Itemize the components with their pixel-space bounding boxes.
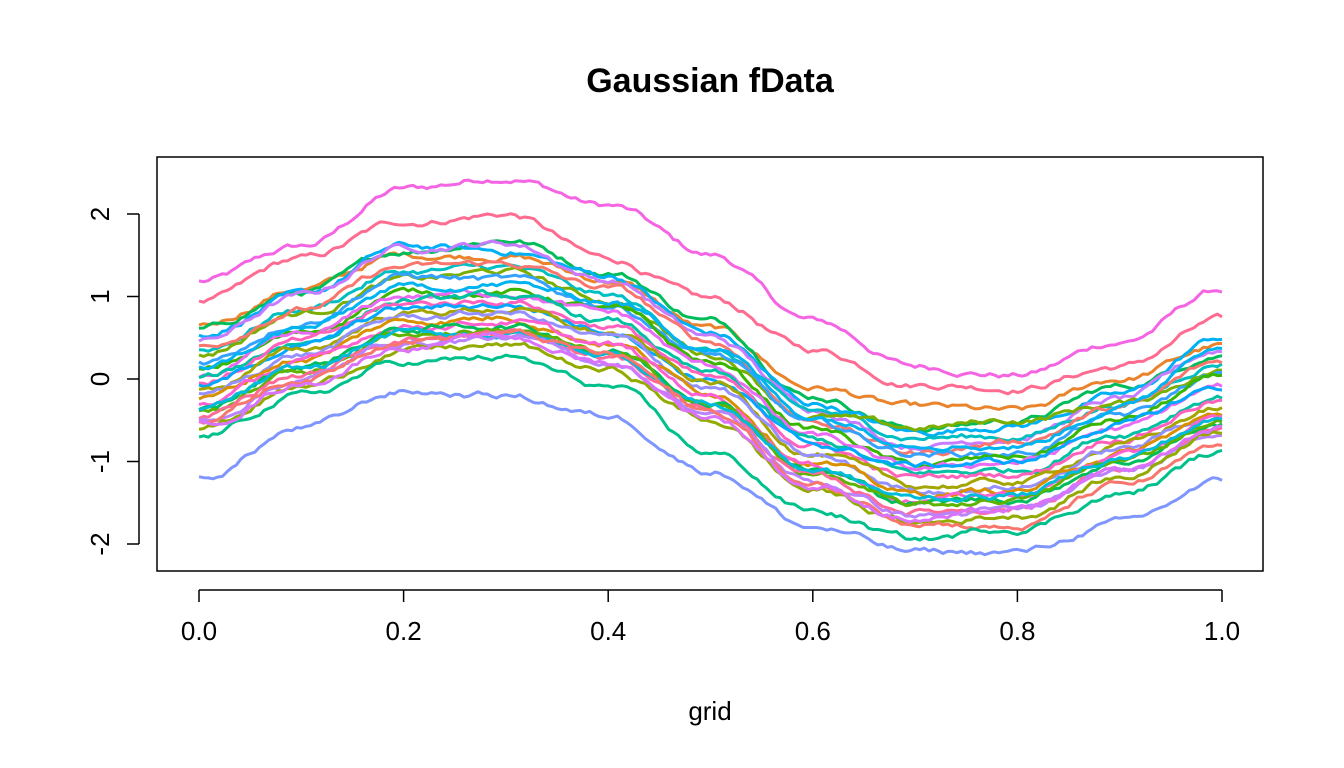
series-layer <box>198 178 1223 557</box>
y-tick-label-4: 2 <box>85 207 115 221</box>
series-line-10 <box>198 272 1223 459</box>
series-line-23 <box>198 326 1223 503</box>
y-tick-label-2: 0 <box>85 372 115 386</box>
series-line-1 <box>198 178 1223 379</box>
series-line-15 <box>198 302 1223 469</box>
series-line-14 <box>198 299 1223 480</box>
chart-title: Gaussian fData <box>586 62 835 100</box>
x-tick-label-2: 0.4 <box>590 616 626 646</box>
y-axis: -2 -1 0 1 2 <box>85 207 140 556</box>
x-tick-label-0: 0.0 <box>181 616 217 646</box>
series-line-2 <box>198 212 1223 396</box>
series-line-6 <box>198 239 1223 453</box>
series-line-26 <box>198 328 1223 532</box>
plot-frame <box>156 156 1264 572</box>
series-line-25 <box>198 341 1223 526</box>
series-line-9 <box>198 259 1223 457</box>
y-tick-label-3: 1 <box>85 289 115 303</box>
x-axis-label: grid <box>688 696 731 726</box>
x-tick-label-4: 0.8 <box>999 616 1035 646</box>
series-line-29 <box>198 389 1223 557</box>
series-line-30 <box>198 280 1223 453</box>
x-tick-label-3: 0.6 <box>795 616 831 646</box>
series-line-8 <box>198 266 1223 432</box>
x-axis: 0.0 0.2 0.4 0.6 0.8 1.0 <box>181 589 1240 646</box>
series-line-27 <box>198 353 1223 542</box>
series-line-3 <box>198 251 1222 411</box>
series-line-28 <box>198 331 1223 524</box>
series-line-12 <box>198 288 1223 472</box>
y-tick-label-0: -2 <box>85 532 115 555</box>
x-tick-label-1: 0.2 <box>386 616 422 646</box>
y-tick-label-1: -1 <box>85 450 115 473</box>
series-line-5 <box>198 240 1223 438</box>
x-tick-label-5: 1.0 <box>1204 616 1240 646</box>
